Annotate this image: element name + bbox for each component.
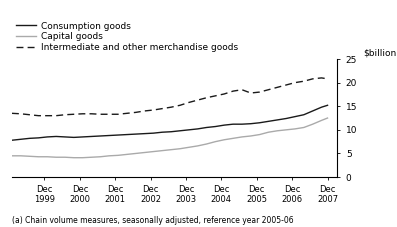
Legend: Consumption goods, Capital goods, Intermediate and other merchandise goods: Consumption goods, Capital goods, Interm… <box>16 22 238 52</box>
Text: (a) Chain volume measures, seasonally adjusted, reference year 2005-06: (a) Chain volume measures, seasonally ad… <box>12 216 293 225</box>
Text: $billion: $billion <box>363 49 396 58</box>
